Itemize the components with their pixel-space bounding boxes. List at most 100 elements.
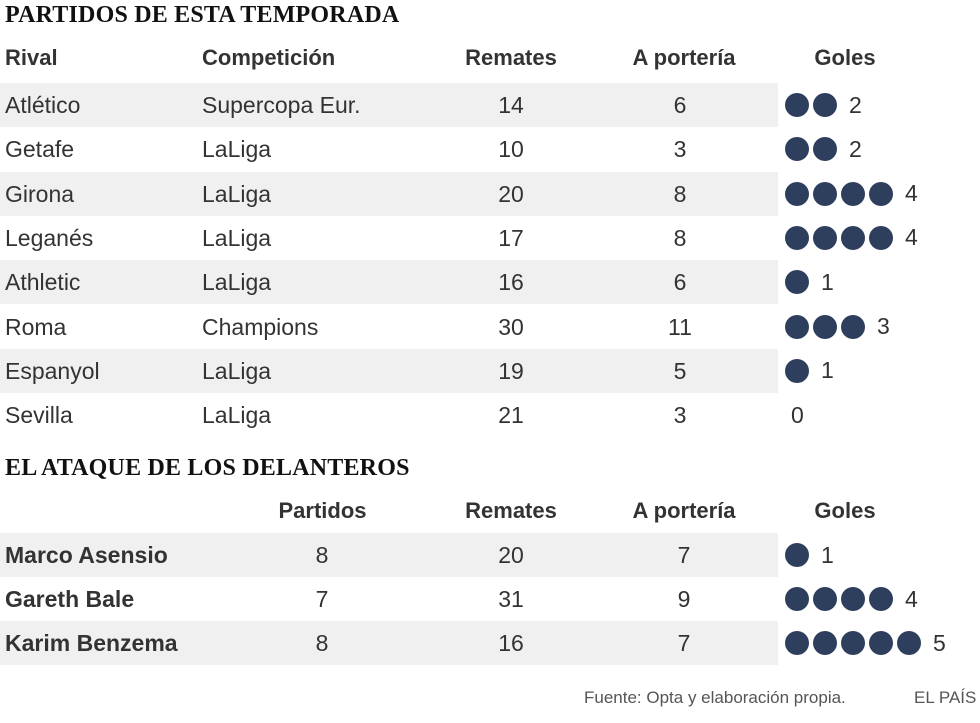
goal-dot: [813, 93, 837, 117]
competition-name: LaLiga: [202, 402, 272, 429]
match-row: Athletic LaLiga 16 6 1: [0, 260, 834, 305]
matches-played-value: 8: [315, 630, 329, 656]
rival-name: Leganés: [5, 224, 94, 251]
match-goals: 2: [785, 127, 862, 171]
rival-name: Espanyol: [5, 357, 100, 384]
rival-name: Sevilla: [5, 402, 73, 429]
rival-name: Athletic: [5, 269, 81, 296]
header-matches-played: Partidos: [278, 498, 367, 523]
goal-dot: [841, 314, 865, 339]
competition-name: LaLiga: [202, 180, 272, 207]
goal-dot: [813, 225, 837, 250]
forward-goals: 4: [785, 577, 918, 621]
competition-name: LaLiga: [202, 136, 272, 163]
on-target-value: 11: [668, 313, 692, 340]
goal-dot: [785, 93, 809, 117]
match-row: Girona LaLiga 20 8 4: [0, 171, 918, 216]
match-goals: 3: [785, 305, 890, 349]
header-forward-on-target: A portería: [632, 498, 736, 523]
match-goals: 1: [785, 260, 834, 304]
shots-value: 30: [498, 313, 524, 340]
on-target-value: 6: [673, 92, 687, 118]
header-goals: Goles: [814, 45, 876, 70]
competition-name: Champions: [202, 313, 319, 340]
header-competition: Competición: [202, 45, 336, 70]
match-goals: 0: [785, 393, 804, 437]
goal-dot: [841, 181, 865, 206]
player-name: Marco Asensio: [5, 542, 168, 568]
goal-dot: [869, 225, 893, 250]
source-note: Fuente: Opta y elaboración propia.: [584, 688, 846, 707]
goal-dot: [813, 587, 837, 611]
goal-dot: [785, 631, 809, 655]
goal-count: 4: [905, 585, 918, 612]
goal-dot: [785, 181, 809, 206]
forward-row: Gareth Bale 7 31 9 4: [0, 577, 918, 621]
shots-value: 10: [498, 136, 524, 163]
competition-name: LaLiga: [202, 269, 272, 296]
match-goals: 1: [785, 349, 834, 393]
player-name: Gareth Bale: [5, 586, 135, 612]
on-target-value: 7: [677, 542, 691, 568]
goal-dot: [897, 631, 921, 655]
goal-dot: [813, 137, 837, 162]
header-forward-shots: Remates: [465, 498, 557, 523]
goal-dot: [785, 543, 809, 567]
shots-value: 16: [498, 630, 524, 656]
forward-goals: 5: [785, 621, 946, 665]
brand-label: EL PAÍS: [914, 688, 977, 707]
goal-count: 1: [821, 541, 834, 568]
matches-played-value: 8: [315, 542, 329, 568]
forward-row: Marco Asensio 8 20 7 1: [0, 533, 834, 577]
shots-value: 16: [498, 269, 524, 296]
match-row: Leganés LaLiga 17 8 4: [0, 216, 918, 260]
goal-count: 2: [849, 91, 862, 118]
competition-name: LaLiga: [202, 357, 272, 384]
goal-dot: [869, 631, 893, 655]
shots-value: 21: [498, 402, 524, 429]
goal-dot: [785, 587, 809, 611]
goal-dot: [785, 314, 809, 339]
goal-dot: [813, 631, 837, 655]
goal-dot: [869, 181, 893, 206]
match-row: Sevilla LaLiga 21 3 0: [0, 393, 804, 437]
forwards-title: EL ATAQUE DE LOS DELANTEROS: [5, 455, 410, 481]
rival-name: Roma: [5, 313, 67, 340]
on-target-value: 6: [673, 269, 687, 296]
match-goals: 2: [785, 83, 862, 127]
goal-dot: [813, 314, 837, 339]
goal-dot: [785, 270, 809, 295]
match-row: Roma Champions 30 11 3: [0, 305, 890, 349]
goal-count: 5: [933, 629, 946, 656]
shots-value: 14: [498, 92, 524, 118]
goal-count: 1: [821, 357, 834, 384]
forward-row: Karim Benzema 8 16 7 5: [0, 621, 946, 665]
goal-dot: [869, 587, 893, 611]
on-target-value: 3: [673, 136, 687, 163]
goal-dot: [841, 631, 865, 655]
match-goals: 4: [785, 216, 918, 260]
forward-goals: 1: [785, 533, 834, 577]
matches-played-value: 7: [315, 586, 329, 612]
on-target-value: 9: [677, 586, 691, 612]
rival-name: Getafe: [5, 136, 75, 163]
match-goals: 4: [785, 172, 918, 216]
goal-dot: [785, 225, 809, 250]
goal-count: 1: [821, 268, 834, 295]
on-target-value: 7: [677, 630, 691, 656]
header-on-target: A portería: [632, 45, 736, 70]
rival-name: Girona: [5, 180, 75, 207]
shots-value: 20: [498, 542, 524, 568]
shots-value: 20: [498, 180, 524, 207]
on-target-value: 5: [673, 357, 687, 384]
rival-name: Atlético: [5, 92, 81, 118]
shots-value: 31: [498, 586, 524, 612]
goal-count: 3: [877, 313, 890, 339]
header-forward-goals: Goles: [814, 498, 876, 523]
matches-title: PARTIDOS DE ESTA TEMPORADA: [5, 2, 400, 28]
header-shots: Remates: [465, 45, 557, 70]
shots-value: 17: [498, 224, 524, 251]
goal-count: 4: [905, 180, 918, 207]
goal-count: 4: [905, 224, 918, 251]
match-row: Atlético Supercopa Eur. 14 6 2: [0, 83, 862, 127]
